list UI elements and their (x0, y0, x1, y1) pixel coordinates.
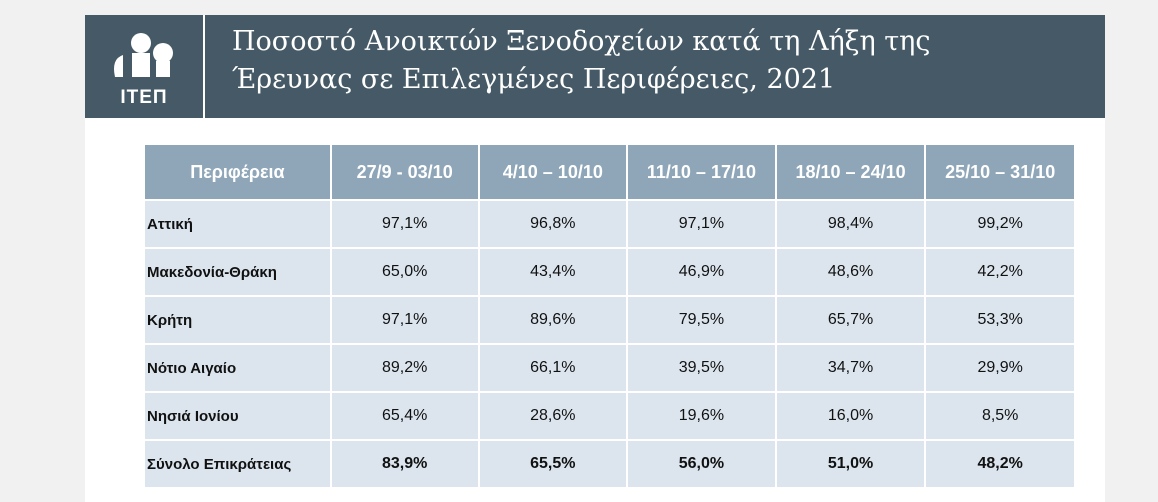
table-cell: 53,3% (924, 295, 1076, 345)
table-cell: 65,0% (329, 247, 480, 297)
table-cell: 29,9% (924, 343, 1076, 393)
row-label: Νησιά Ιονίου (143, 391, 332, 441)
column-header: 4/10 – 10/10 (477, 143, 629, 201)
column-header: 27/9 - 03/10 (329, 143, 480, 201)
table-cell: 66,1% (477, 343, 629, 393)
table-cell: 48,2% (924, 439, 1076, 489)
table-cell: 97,1% (329, 199, 480, 249)
table-cell: 28,6% (477, 391, 629, 441)
table-cell: 98,4% (774, 199, 927, 249)
slide: ΙΤΕΠ Ποσοστό Ανοικτών Ξενοδοχείων κατά τ… (85, 15, 1105, 502)
data-table: Περιφέρεια 27/9 - 03/10 4/10 – 10/10 11/10 … (143, 143, 1076, 489)
row-label: Νότιο Αιγαίο (143, 343, 332, 393)
table-row: Κρήτη 97,1% 89,6% 79,5% 65,7% 53,3% (143, 295, 1076, 345)
table-cell: 39,5% (626, 343, 777, 393)
table-cell: 56,0% (626, 439, 777, 489)
table-cell: 16,0% (774, 391, 927, 441)
table-cell: 97,1% (329, 295, 480, 345)
table-cell: 65,4% (329, 391, 480, 441)
table-body: Αττική 97,1% 96,8% 97,1% 98,4% 99,2% Μακεδονία… (143, 199, 1076, 489)
table-cell: 65,7% (774, 295, 927, 345)
table-cell: 79,5% (626, 295, 777, 345)
table-row: Μακεδονία-Θράκη 65,0% 43,4% 46,9% 48,6% 42,2% (143, 247, 1076, 297)
table-cell: 83,9% (329, 439, 480, 489)
title-line: Έρευνας σε Επιλεγμένες Περιφέρειες, 2021 (232, 64, 836, 95)
table-cell: 43,4% (477, 247, 629, 297)
table-cell: 46,9% (626, 247, 777, 297)
table-cell: 8,5% (924, 391, 1076, 441)
header-row: Περιφέρεια 27/9 - 03/10 4/10 – 10/10 11/10 … (143, 143, 1076, 201)
logo-text: ΙΤΕΠ (120, 87, 168, 108)
table-cell: 65,5% (477, 439, 629, 489)
table-cell: 42,2% (924, 247, 1076, 297)
table-cell: 97,1% (626, 199, 777, 249)
column-header: 11/10 – 17/10 (626, 143, 777, 201)
column-header: 25/10 – 31/10 (924, 143, 1076, 201)
table-row: Νότιο Αιγαίο 89,2% 66,1% 39,5% 34,7% 29,9% (143, 343, 1076, 393)
table-cell: 89,2% (329, 343, 480, 393)
logo-icon (114, 33, 173, 77)
row-label: Μακεδονία-Θράκη (143, 247, 332, 297)
title-line: Ποσοστό Ανοικτών Ξενοδοχείων κατά τη Λήξ… (232, 26, 931, 57)
logo: ΙΤΕΠ (85, 15, 205, 118)
table-cell: 19,6% (626, 391, 777, 441)
table-cell: 99,2% (924, 199, 1076, 249)
table-row: Νησιά Ιονίου 65,4% 28,6% 19,6% 16,0% 8,5% (143, 391, 1076, 441)
column-header: 18/10 – 24/10 (774, 143, 927, 201)
table-cell: 34,7% (774, 343, 927, 393)
table-cell: 96,8% (477, 199, 629, 249)
table-row: Αττική 97,1% 96,8% 97,1% 98,4% 99,2% (143, 199, 1076, 249)
table-cell: 48,6% (774, 247, 927, 297)
title: Ποσοστό Ανοικτών Ξενοδοχείων κατά τη Λήξ… (232, 23, 930, 99)
row-label: Αττική (143, 199, 332, 249)
column-header: Περιφέρεια (143, 143, 332, 201)
table-row: Σύνολο Επικράτειας 83,9% 65,5% 56,0% 51,0% 48… (143, 439, 1076, 489)
table-cell: 51,0% (774, 439, 927, 489)
row-label: Κρήτη (143, 295, 332, 345)
row-label: Σύνολο Επικράτειας (143, 439, 332, 489)
header-band: ΙΤΕΠ Ποσοστό Ανοικτών Ξενοδοχείων κατά τ… (85, 15, 1105, 118)
table-cell: 89,6% (477, 295, 629, 345)
